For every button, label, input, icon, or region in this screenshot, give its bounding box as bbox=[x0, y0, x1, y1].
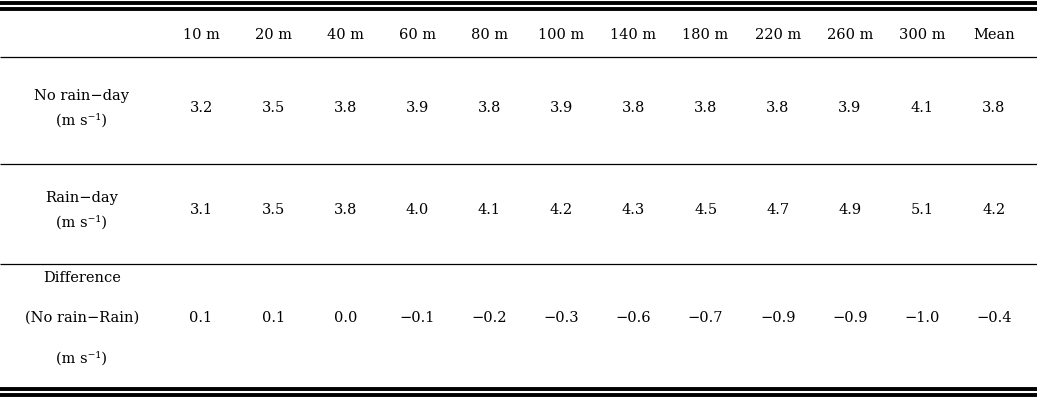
Text: 3.8: 3.8 bbox=[622, 101, 645, 115]
Text: 3.9: 3.9 bbox=[838, 101, 862, 115]
Text: 3.1: 3.1 bbox=[190, 203, 213, 217]
Text: 0.1: 0.1 bbox=[190, 310, 213, 324]
Text: 4.2: 4.2 bbox=[550, 203, 573, 217]
Text: 3.9: 3.9 bbox=[405, 101, 429, 115]
Text: 3.8: 3.8 bbox=[982, 101, 1006, 115]
Text: 140 m: 140 m bbox=[611, 28, 656, 42]
Text: 3.8: 3.8 bbox=[334, 203, 357, 217]
Text: 4.0: 4.0 bbox=[405, 203, 429, 217]
Text: Difference: Difference bbox=[44, 270, 121, 284]
Text: (m s⁻¹): (m s⁻¹) bbox=[56, 350, 108, 364]
Text: 4.2: 4.2 bbox=[982, 203, 1006, 217]
Text: 4.5: 4.5 bbox=[694, 203, 718, 217]
Text: 4.1: 4.1 bbox=[478, 203, 501, 217]
Text: 260 m: 260 m bbox=[826, 28, 873, 42]
Text: 100 m: 100 m bbox=[538, 28, 585, 42]
Text: 3.8: 3.8 bbox=[334, 101, 357, 115]
Text: 3.8: 3.8 bbox=[766, 101, 789, 115]
Text: −0.4: −0.4 bbox=[976, 310, 1012, 324]
Text: (m s⁻¹): (m s⁻¹) bbox=[56, 214, 108, 229]
Text: 5.1: 5.1 bbox=[910, 203, 933, 217]
Text: 20 m: 20 m bbox=[255, 28, 291, 42]
Text: −1.0: −1.0 bbox=[904, 310, 940, 324]
Text: 4.1: 4.1 bbox=[910, 101, 933, 115]
Text: 3.5: 3.5 bbox=[261, 101, 285, 115]
Text: 3.8: 3.8 bbox=[694, 101, 718, 115]
Text: (m s⁻¹): (m s⁻¹) bbox=[56, 113, 108, 127]
Text: −0.1: −0.1 bbox=[399, 310, 435, 324]
Text: 4.3: 4.3 bbox=[622, 203, 645, 217]
Text: −0.6: −0.6 bbox=[616, 310, 651, 324]
Text: 300 m: 300 m bbox=[899, 28, 945, 42]
Text: −0.3: −0.3 bbox=[543, 310, 580, 324]
Text: 220 m: 220 m bbox=[755, 28, 801, 42]
Text: (No rain−Rain): (No rain−Rain) bbox=[25, 310, 139, 324]
Text: −0.7: −0.7 bbox=[688, 310, 724, 324]
Text: 80 m: 80 m bbox=[471, 28, 508, 42]
Text: 3.2: 3.2 bbox=[190, 101, 213, 115]
Text: 180 m: 180 m bbox=[682, 28, 729, 42]
Text: No rain−day: No rain−day bbox=[34, 89, 130, 103]
Text: 0.0: 0.0 bbox=[334, 310, 357, 324]
Text: 3.5: 3.5 bbox=[261, 203, 285, 217]
Text: 4.9: 4.9 bbox=[838, 203, 862, 217]
Text: 3.9: 3.9 bbox=[550, 101, 573, 115]
Text: 40 m: 40 m bbox=[327, 28, 364, 42]
Text: −0.2: −0.2 bbox=[472, 310, 507, 324]
Text: 0.1: 0.1 bbox=[261, 310, 285, 324]
Text: Rain−day: Rain−day bbox=[46, 190, 118, 205]
Text: Mean: Mean bbox=[973, 28, 1015, 42]
Text: 4.7: 4.7 bbox=[766, 203, 789, 217]
Text: 60 m: 60 m bbox=[399, 28, 436, 42]
Text: 10 m: 10 m bbox=[183, 28, 220, 42]
Text: 3.8: 3.8 bbox=[478, 101, 501, 115]
Text: −0.9: −0.9 bbox=[832, 310, 868, 324]
Text: −0.9: −0.9 bbox=[760, 310, 795, 324]
